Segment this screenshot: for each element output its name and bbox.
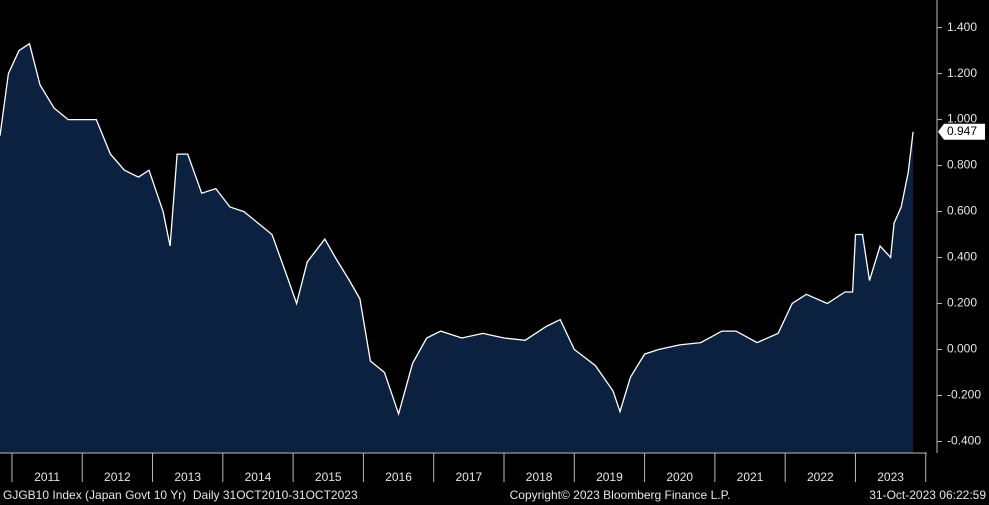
x-tick-label: 2020	[666, 470, 693, 484]
x-tick-label: 2013	[174, 470, 201, 484]
y-tick-label: 0.800	[947, 158, 977, 172]
y-tick-label: -0.200	[947, 388, 981, 402]
source: GJGB10 Index (Japan Govt 10 Yr) Daily 31…	[3, 488, 358, 502]
y-tick-label: 1.200	[947, 66, 977, 80]
y-tick-label: 1.000	[947, 112, 977, 126]
x-tick-label: 2016	[385, 470, 412, 484]
x-tick-label: 2022	[807, 470, 834, 484]
timestamp: 31-Oct-2023 06:22:59	[869, 488, 986, 502]
x-tick-label: 2018	[526, 470, 553, 484]
last-value-label: 0.947	[947, 124, 977, 138]
line	[0, 42, 914, 417]
x-tick-label: 2011	[34, 470, 60, 484]
y-tick-label: 0.600	[947, 204, 977, 218]
x-tick-label: 2021	[737, 470, 764, 484]
x-tick-label: 2012	[104, 470, 131, 484]
x-tick-label: 2023	[877, 470, 904, 484]
y-tick-label: 1.400	[947, 20, 977, 34]
y-tick-label: 0.200	[947, 296, 977, 310]
area	[0, 43, 914, 453]
x-tick-label: 2017	[455, 470, 482, 484]
x-tick-label: 2014	[245, 470, 272, 484]
y-tick-label: 0.400	[947, 250, 977, 264]
y-tick-label: -0.400	[947, 434, 981, 448]
last-value-box	[938, 123, 985, 140]
y-tick-label: 0.000	[947, 342, 977, 356]
copyright: Copyright© 2023 Bloomberg Finance L.P.	[510, 488, 731, 502]
x-tick-label: 2019	[596, 470, 623, 484]
x-tick-label: 2015	[315, 470, 342, 484]
